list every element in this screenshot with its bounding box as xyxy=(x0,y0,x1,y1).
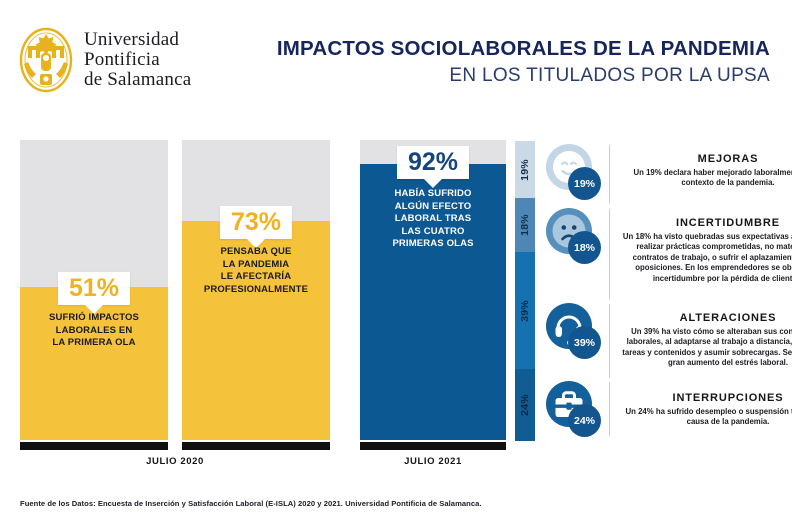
icon-wrap: 24% xyxy=(543,380,603,440)
value-callout-51: 51% xyxy=(57,272,131,305)
stacked-segment-39: 39% xyxy=(515,252,535,369)
caption-line: LA PANDEMIA xyxy=(222,258,290,270)
value-label-73: 73% xyxy=(230,208,282,236)
baseline-73 xyxy=(182,442,330,450)
header: Universidad Pontificia de Salamanca IMPA… xyxy=(0,0,792,118)
vertical-divider xyxy=(609,304,610,378)
impact-item-text: INTERRUPCIONES Un 24% ha sufrido desemple… xyxy=(621,392,792,428)
impact-item-description: Un 19% declara haber mejorado laboralmen… xyxy=(633,168,792,188)
impact-item-description: Un 18% ha visto quebradas sus expectativ… xyxy=(622,232,792,283)
impact-item-title: INCERTIDUMBRE xyxy=(676,217,780,229)
wordmark-line-2: Pontificia xyxy=(84,49,160,70)
caption-line: LABORALES EN xyxy=(55,324,133,336)
axis-label-julio-2020: JULIO 2020 xyxy=(146,456,204,467)
impact-item-text: INCERTIDUMBRE Un 18% ha visto quebradas s… xyxy=(621,217,792,284)
baseline-92 xyxy=(360,442,506,450)
percent-badge: 18% xyxy=(568,231,601,264)
icon-wrap: 19% xyxy=(543,143,603,203)
percent-badge: 24% xyxy=(568,404,601,437)
caption-line: SUFRIÓ IMPACTOS xyxy=(48,312,140,323)
value-label-92: 92% xyxy=(407,148,459,176)
wordmark-line-3: de Salamanca xyxy=(84,69,192,90)
caption-line: PROFESIONALMENTE xyxy=(203,283,309,295)
percent-badge: 39% xyxy=(568,326,601,359)
caption-line: LAS CUATRO xyxy=(401,225,465,237)
caption-line: LABORAL TRAS xyxy=(394,213,472,224)
stacked-segment-label: 18% xyxy=(519,214,531,236)
caption-line: HABÍA SUFRIDO xyxy=(394,188,472,199)
bar-fill-92 xyxy=(360,164,506,440)
logo-block: Universidad Pontificia de Salamanca xyxy=(18,26,191,94)
axis-label-julio-2021: JULIO 2021 xyxy=(404,456,462,467)
impact-item-description: Un 39% ha visto cómo se alteraban sus co… xyxy=(622,327,792,368)
bar-caption-73: PENSABA QUE LA PANDEMIA LE AFECTARÍA PROFES… xyxy=(182,246,330,296)
source-note: Fuente de los Datos: Encuesta de Inserci… xyxy=(20,499,482,508)
caption-line: LA PRIMERA OLA xyxy=(52,337,136,348)
wordmark-line-1: Universidad xyxy=(84,29,180,50)
stacked-segment-label: 24% xyxy=(519,394,531,416)
impact-item-text: MEJORAS Un 19% declara haber mejorado lab… xyxy=(621,153,792,189)
stacked-segment-bar: 19% 18% 39% 24% xyxy=(515,141,535,441)
vertical-divider xyxy=(609,209,610,299)
value-label-51: 51% xyxy=(68,274,120,302)
impact-item-title: MEJORAS xyxy=(697,153,759,165)
caption-line: PENSABA QUE xyxy=(220,246,292,257)
vertical-divider xyxy=(609,145,610,203)
stacked-segment-18: 18% xyxy=(515,198,535,252)
impact-item-text: ALTERACIONES Un 39% ha visto cómo se alte… xyxy=(621,312,792,369)
page-title: IMPACTOS SOCIOLABORALES DE LA PANDEMIA xyxy=(276,37,770,60)
bar-fill-73 xyxy=(182,221,330,440)
stacked-segment-label: 39% xyxy=(519,299,531,322)
icon-wrap: 39% xyxy=(543,302,603,362)
percent-badge: 19% xyxy=(568,167,601,200)
title-block: IMPACTOS SOCIOLABORALES DE LA PANDEMIA E… xyxy=(277,36,770,88)
impact-item-description: Un 24% ha sufrido desempleo o suspensión… xyxy=(625,407,792,427)
stacked-segment-19: 19% xyxy=(515,141,535,198)
value-callout-92: 92% xyxy=(396,146,470,179)
icon-wrap: 18% xyxy=(543,207,603,267)
vertical-divider xyxy=(609,382,610,436)
stacked-segment-label: 19% xyxy=(519,158,531,181)
baseline-51 xyxy=(20,442,168,450)
caption-line: ALGÚN EFECTO xyxy=(394,200,472,212)
impact-item-title: INTERRUPCIONES xyxy=(672,392,784,404)
caption-line: PRIMERAS OLAS xyxy=(392,238,474,249)
bar-caption-92: HABÍA SUFRIDO ALGÚN EFECTO LABORAL TRAS LAS… xyxy=(360,188,506,251)
bar-caption-51: SUFRIÓ IMPACTOS LABORALES EN LA PRIMERA OL… xyxy=(20,312,168,350)
upsa-crest-icon xyxy=(19,27,73,93)
page-subtitle: EN LOS TITULADOS POR LA UPSA xyxy=(449,65,770,86)
caption-line: LE AFECTARÍA xyxy=(220,271,292,282)
stacked-segment-24: 24% xyxy=(515,369,535,441)
impact-item-title: ALTERACIONES xyxy=(679,312,777,324)
bar-track-92 xyxy=(360,140,506,440)
bar-track-73 xyxy=(182,140,330,440)
logo-wordmark: Universidad Pontificia de Salamanca xyxy=(84,30,191,90)
value-callout-73: 73% xyxy=(219,206,293,239)
